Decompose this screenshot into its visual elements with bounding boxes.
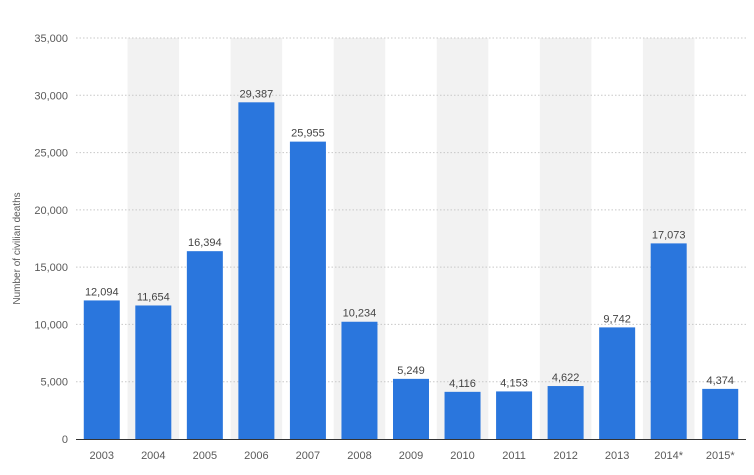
y-axis-ticks: 0 5,000 10,000 15,000 20,000 25,000 30,000 35,0… [34,33,68,446]
background-band [539,38,592,439]
bar[interactable] [83,300,120,439]
bar-value-label: 4,153 [500,377,528,389]
x-tick-label: 2003 [90,450,114,462]
bar-value-label: 5,249 [397,365,425,377]
bar-value-label: 4,116 [449,378,476,390]
y-tick-label: 5,000 [40,377,68,389]
value-labels: 12,094 11,654 16,394 29,387 25,955 10,234 5,24… [85,88,734,390]
y-tick-label: 0 [62,434,68,446]
bar[interactable] [496,391,533,439]
bar[interactable] [702,388,739,439]
y-tick-label: 15,000 [34,262,68,274]
x-axis-ticks: 2003 2004 2005 2006 2007 2008 2009 2010 2011 2012… [90,450,736,462]
bar-value-label: 16,394 [188,237,222,249]
bar[interactable] [393,378,429,439]
background-band [436,38,489,439]
x-tick-label: 2015* [706,450,735,462]
y-tick-label: 30,000 [34,90,68,102]
bar-value-label: 4,622 [552,372,580,384]
bar-value-label: 12,094 [85,286,119,298]
x-tick-label: 2004 [141,450,165,462]
bar-value-label: 4,374 [706,375,734,387]
x-tick-label: 2007 [296,450,320,462]
x-tick-label: 2008 [347,450,371,462]
x-tick-label: 2010 [450,450,474,462]
bar-value-label: 10,234 [343,308,377,320]
y-tick-label: 35,000 [34,33,68,45]
x-tick-label: 2013 [605,450,629,462]
x-tick-label: 2005 [193,450,217,462]
bar[interactable] [289,141,326,439]
bar-value-label: 11,654 [137,291,170,303]
y-tick-label: 10,000 [34,319,68,331]
bar[interactable] [238,102,275,439]
bar[interactable] [444,391,481,439]
x-tick-label: 2006 [244,450,268,462]
x-tick-label: 2009 [399,450,423,462]
bar[interactable] [650,243,687,439]
bar-value-label: 17,073 [652,229,686,241]
bar[interactable] [186,251,223,439]
bar-value-label: 29,387 [240,88,274,100]
x-tick-label: 2011 [502,450,526,462]
bar-value-label: 9,742 [603,313,631,325]
y-axis-title: Number of civilian deaths [12,192,23,304]
y-tick-label: 20,000 [34,205,68,217]
x-tick-label: 2012 [553,450,577,462]
bar-value-label: 25,955 [291,128,325,140]
bar[interactable] [599,327,636,439]
bars [83,102,739,439]
y-tick-label: 25,000 [34,148,68,160]
x-tick-label: 2014* [654,450,683,462]
bar[interactable] [135,305,172,439]
bar[interactable] [547,386,584,439]
bar[interactable] [341,321,378,439]
